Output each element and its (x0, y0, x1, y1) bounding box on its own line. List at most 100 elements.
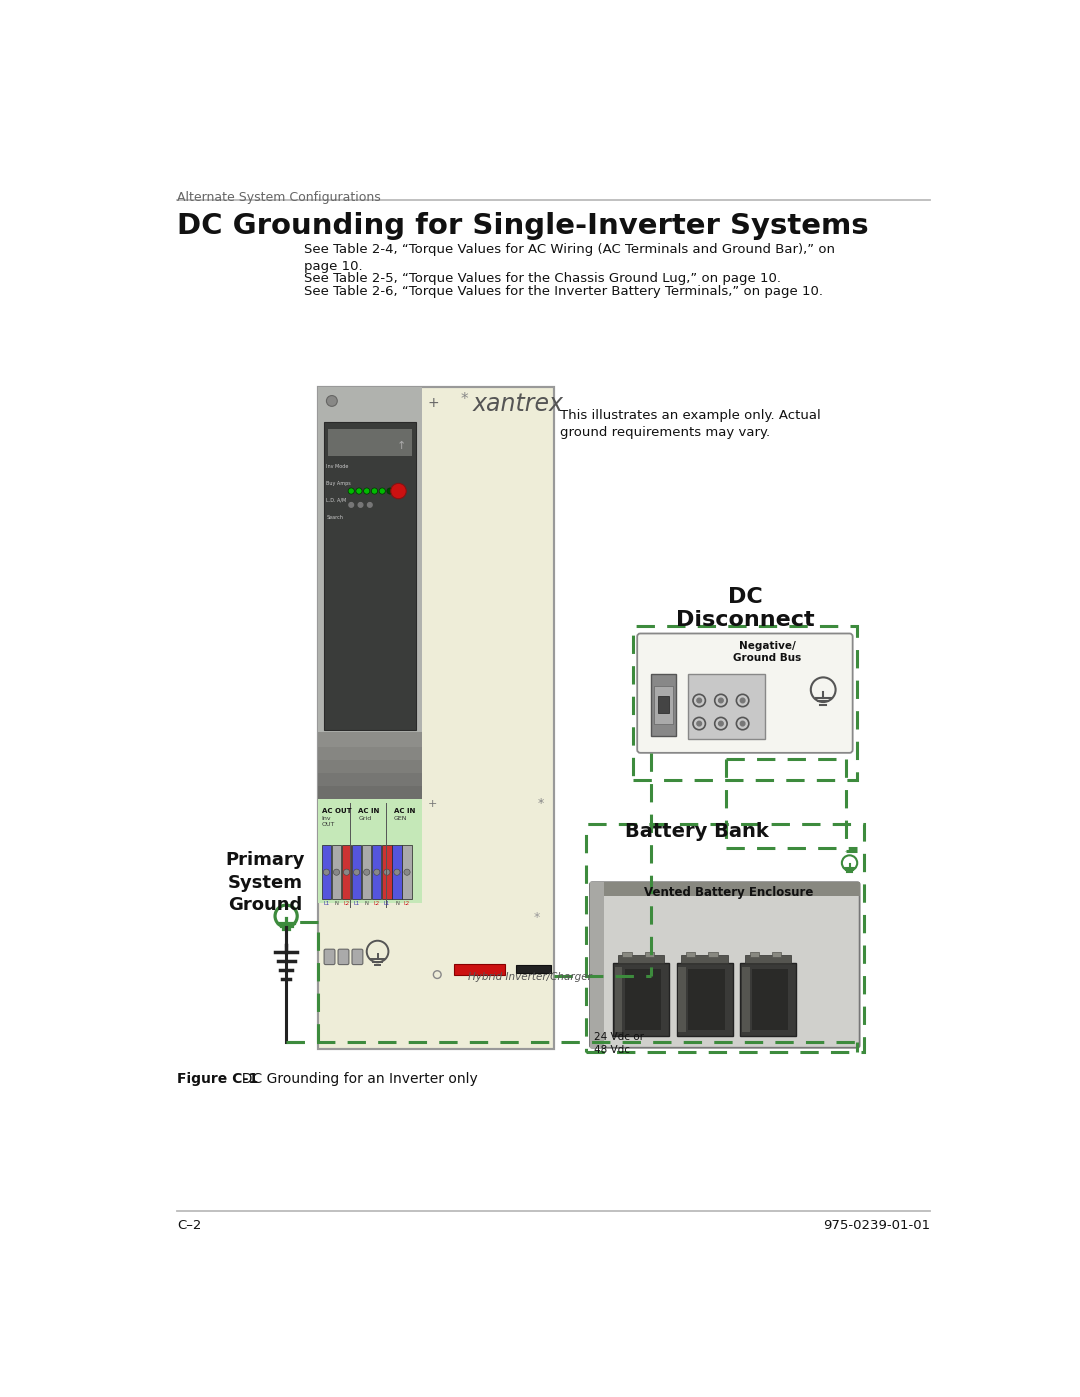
Bar (745, 956, 792, 963)
Bar (688, 673, 765, 739)
Circle shape (697, 721, 702, 726)
Text: Primary
System
Ground: Primary System Ground (226, 851, 305, 914)
Text: DC Grounding for an Inverter only: DC Grounding for an Inverter only (232, 1073, 477, 1087)
Circle shape (364, 869, 369, 876)
FancyBboxPatch shape (338, 949, 349, 964)
Circle shape (343, 869, 350, 876)
Bar (324, 422, 416, 729)
Text: See Table 2-6, “Torque Values for the Inverter Battery Terminals,” on page 10.: See Table 2-6, “Torque Values for the In… (303, 285, 823, 299)
Text: +: + (428, 799, 437, 809)
Bar (752, 970, 788, 1030)
Text: L2: L2 (374, 901, 380, 905)
Text: L2: L2 (343, 901, 350, 905)
Bar (590, 882, 604, 1048)
Text: N: N (335, 901, 338, 905)
Circle shape (367, 503, 373, 507)
Text: Grid: Grid (359, 816, 372, 821)
Circle shape (718, 698, 724, 703)
Circle shape (391, 483, 406, 499)
Text: Battery Bank: Battery Bank (625, 821, 769, 841)
Bar (645, 951, 654, 957)
Bar (590, 882, 860, 895)
Circle shape (697, 698, 702, 703)
Text: GEN: GEN (394, 816, 407, 821)
Bar (618, 956, 664, 963)
Bar (362, 845, 372, 900)
Text: *: * (460, 393, 468, 408)
Bar (318, 387, 554, 1049)
Circle shape (387, 488, 393, 495)
Bar (455, 964, 504, 975)
Bar (322, 845, 332, 900)
Circle shape (404, 869, 410, 876)
Text: Inv
OUT: Inv OUT (322, 816, 335, 827)
Circle shape (372, 488, 378, 495)
Circle shape (740, 721, 745, 726)
Bar (708, 951, 717, 957)
Bar (651, 675, 676, 736)
Bar (686, 951, 696, 957)
Circle shape (359, 503, 363, 507)
Text: AC IN: AC IN (359, 809, 379, 814)
Text: Vented Battery Enclosure: Vented Battery Enclosure (644, 886, 813, 900)
Text: xantrex: xantrex (472, 393, 563, 416)
Bar (677, 963, 732, 1037)
Bar (516, 965, 551, 974)
Bar (772, 951, 781, 957)
Text: AC IN: AC IN (394, 809, 415, 814)
Bar (352, 845, 362, 900)
Text: L2: L2 (404, 901, 410, 905)
Text: L1: L1 (323, 901, 329, 905)
Text: *: * (535, 911, 540, 923)
Bar (403, 845, 411, 900)
Bar (318, 387, 554, 1049)
Text: DC Grounding for Single-Inverter Systems: DC Grounding for Single-Inverter Systems (177, 212, 868, 240)
Bar (392, 845, 402, 900)
Bar (688, 970, 725, 1030)
Circle shape (334, 869, 339, 876)
Text: 24 Vdc or
48 Vdc: 24 Vdc or 48 Vdc (594, 1032, 644, 1055)
Bar (373, 845, 381, 900)
Circle shape (349, 503, 353, 507)
Circle shape (356, 488, 362, 495)
Text: C–2: C–2 (177, 1218, 201, 1232)
FancyBboxPatch shape (352, 949, 363, 964)
Bar (681, 956, 728, 963)
Bar (586, 824, 864, 1052)
Bar (658, 696, 669, 712)
Circle shape (379, 488, 386, 495)
Circle shape (740, 698, 745, 703)
Text: DC
Disconnect: DC Disconnect (676, 587, 814, 630)
Text: See Table 2-4, “Torque Values for AC Wiring (AC Terminals and Ground Bar),” on
p: See Table 2-4, “Torque Values for AC Wir… (303, 243, 835, 272)
Circle shape (326, 780, 337, 791)
Bar (318, 387, 422, 799)
FancyBboxPatch shape (324, 949, 335, 964)
Text: Negative/
Ground Bus: Negative/ Ground Bus (733, 641, 801, 662)
Bar (318, 799, 422, 902)
Text: L.D. A/M: L.D. A/M (326, 497, 347, 503)
Bar (615, 967, 622, 1032)
Text: Inv Mode: Inv Mode (326, 464, 349, 469)
Text: ↑: ↑ (397, 440, 406, 451)
Bar (332, 845, 341, 900)
Bar (318, 732, 422, 746)
Text: Search: Search (326, 515, 343, 520)
Text: Buy Amps: Buy Amps (326, 481, 351, 486)
FancyBboxPatch shape (590, 882, 860, 1048)
Bar (654, 686, 673, 725)
Circle shape (394, 488, 401, 495)
Text: AC OUT: AC OUT (322, 809, 351, 814)
Bar (382, 845, 392, 900)
Bar (613, 963, 669, 1037)
Text: N: N (365, 901, 368, 905)
Circle shape (364, 488, 369, 495)
Bar (678, 967, 686, 1032)
Circle shape (383, 869, 390, 876)
Bar (625, 970, 661, 1030)
Bar (633, 626, 856, 780)
Bar (318, 759, 422, 773)
Text: Hybrid Inverter/Charger: Hybrid Inverter/Charger (469, 972, 592, 982)
FancyBboxPatch shape (637, 633, 852, 753)
Bar (318, 745, 422, 760)
Bar (318, 784, 422, 799)
